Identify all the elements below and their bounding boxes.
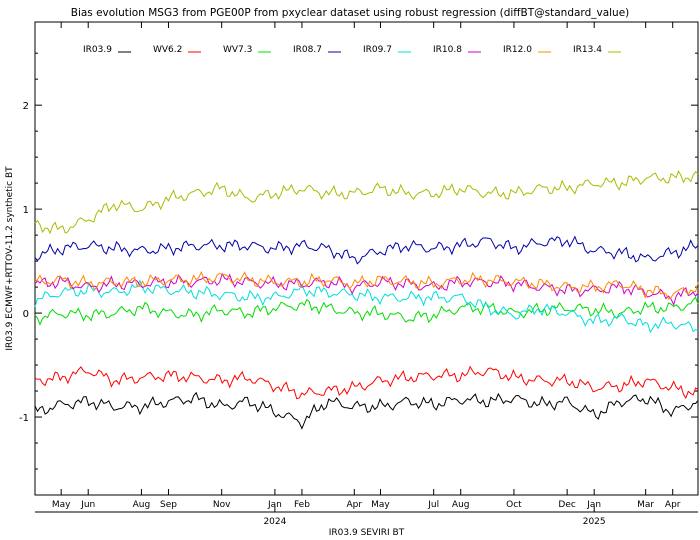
legend-label: IR09.7 — [363, 45, 392, 55]
x-month-label: Apr — [346, 500, 362, 510]
y-tick-label: 0 — [23, 309, 29, 320]
x-year-label: 2024 — [263, 517, 286, 527]
y-tick-label: -1 — [19, 413, 29, 424]
y-tick-label: 1 — [23, 205, 29, 216]
legend-label: IR10.8 — [433, 45, 462, 55]
x-month-label: Sep — [160, 500, 177, 510]
x-month-label: Jan — [586, 500, 601, 510]
legend-label: WV7.3 — [223, 45, 252, 55]
x-month-label: Jul — [427, 500, 439, 510]
legend-label: IR03.9 — [83, 45, 112, 55]
legend-label: IR13.4 — [573, 45, 602, 55]
plot-frame — [34, 21, 699, 496]
series-line-ir097 — [34, 279, 699, 334]
legend-label: IR12.0 — [503, 45, 532, 55]
series-line-ir134 — [34, 170, 699, 235]
x-month-label: May — [52, 500, 71, 510]
series-line-ir039 — [34, 391, 699, 430]
x-month-label: Apr — [665, 500, 681, 510]
series-line-ir087 — [34, 235, 699, 265]
x-month-label: Aug — [133, 500, 151, 510]
x-month-label: Dec — [558, 500, 575, 510]
series-line-wv73 — [34, 296, 699, 326]
x-axis-title: IR03.9 SEVIRI BT — [329, 528, 405, 538]
x-month-label: Oct — [506, 500, 522, 510]
x-month-label: Aug — [452, 500, 470, 510]
x-month-label: May — [371, 500, 390, 510]
legend-label: IR08.7 — [293, 45, 322, 55]
y-tick-label: 2 — [23, 101, 29, 112]
x-month-label: Nov — [213, 500, 231, 510]
series-line-wv62 — [34, 365, 699, 400]
series-line-ir108 — [34, 272, 699, 306]
x-year-label: 2025 — [583, 517, 606, 527]
chart-title: Bias evolution MSG3 from PGE00P from pxy… — [71, 7, 630, 19]
x-month-label: Feb — [294, 500, 310, 510]
x-month-label: Jan — [267, 500, 282, 510]
series-line-ir120 — [34, 270, 699, 300]
legend-label: WV6.2 — [153, 45, 182, 55]
x-month-label: Jun — [80, 500, 95, 510]
x-month-label: Mar — [637, 500, 654, 510]
y-axis-title: IR03.9 ECMWF+RTTOV-11.2 synthetic BT — [5, 166, 15, 351]
